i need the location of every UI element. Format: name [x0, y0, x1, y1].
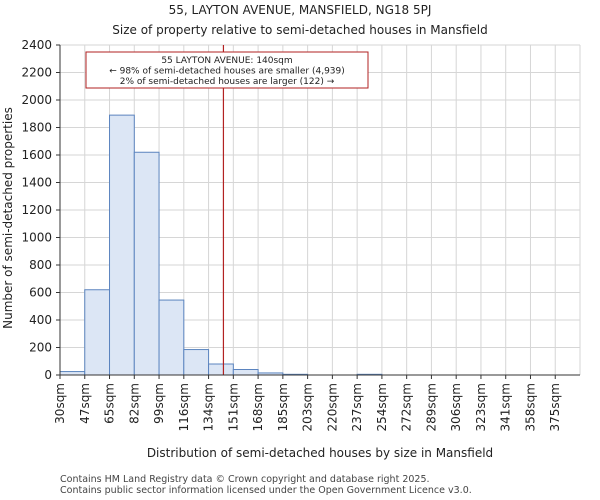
- x-tick-label: 65sqm: [103, 383, 117, 424]
- x-tick-label: 237sqm: [350, 383, 364, 431]
- annotation-line-2: ← 98% of semi-detached houses are smalle…: [109, 67, 345, 77]
- x-tick-label: 99sqm: [152, 383, 166, 424]
- annotation-border: [85, 51, 369, 89]
- bar-30sqm: [59, 371, 86, 376]
- y-tick-label: 0: [44, 368, 52, 382]
- y-tick-label: 200: [29, 341, 52, 355]
- x-tick-label: 151sqm: [226, 383, 240, 431]
- y-tick-label: 1000: [21, 231, 52, 245]
- x-tick-label: 323sqm: [474, 383, 488, 431]
- y-tick-label: 2200: [21, 66, 52, 80]
- bars: [59, 114, 383, 376]
- x-tick-label: 30sqm: [53, 383, 67, 424]
- x-tick-label: 254sqm: [375, 383, 389, 431]
- y-tick-label: 400: [29, 313, 52, 327]
- footer-line-1: Contains HM Land Registry data © Crown c…: [60, 474, 430, 485]
- y-tick-label: 2400: [21, 38, 52, 52]
- x-tick-label: 203sqm: [301, 383, 315, 431]
- bar-82sqm: [133, 151, 160, 376]
- bar-65sqm: [109, 114, 135, 376]
- x-tick-label: 358sqm: [523, 383, 537, 431]
- bar-151sqm: [232, 369, 259, 376]
- x-tick-label: 134sqm: [202, 383, 216, 431]
- y-tick-label: 2000: [21, 93, 52, 107]
- y-tick-label: 1200: [21, 203, 52, 217]
- x-ticks: 30sqm 47sqm 65sqm 82sqm 99sqm 116sqm 134sqm 151…: [53, 375, 562, 431]
- x-tick-label: 220sqm: [325, 383, 339, 431]
- y-axis-label: Number of semi-detached properties: [1, 107, 15, 329]
- chart-title: 55, LAYTON AVENUE, MANSFIELD, NG18 5PJ: [169, 3, 432, 17]
- x-tick-label: 185sqm: [276, 383, 290, 431]
- x-tick-label: 272sqm: [400, 383, 414, 431]
- y-ticks: 0 200 400 600 800 1000 1200 1400 1600 1800 2000 220…: [21, 38, 60, 382]
- annotation-line-1: 55 LAYTON AVENUE: 140sqm: [161, 56, 292, 66]
- y-tick-label: 1600: [21, 148, 52, 162]
- bar-134sqm: [208, 363, 234, 376]
- x-tick-label: 341sqm: [499, 383, 513, 431]
- bar-47sqm: [84, 289, 111, 376]
- annotation-box: 55 LAYTON AVENUE: 140sqm ← 98% of semi-d…: [85, 51, 369, 89]
- y-tick-label: 1400: [21, 176, 52, 190]
- annotation-line-3: 2% of semi-detached houses are larger (1…: [120, 77, 335, 87]
- x-tick-label: 82sqm: [127, 383, 141, 424]
- y-tick-label: 600: [29, 286, 52, 300]
- x-tick-label: 168sqm: [251, 383, 265, 431]
- chart-subtitle: Size of property relative to semi-detach…: [112, 23, 487, 37]
- bar-116sqm: [183, 349, 210, 376]
- x-tick-label: 306sqm: [449, 383, 463, 431]
- x-tick-label: 47sqm: [78, 383, 92, 424]
- x-tick-label: 375sqm: [548, 383, 562, 431]
- x-tick-label: 289sqm: [424, 383, 438, 431]
- bar-99sqm: [158, 299, 185, 376]
- x-axis-label: Distribution of semi-detached houses by …: [147, 446, 493, 460]
- y-tick-label: 1800: [21, 121, 52, 135]
- y-tick-label: 800: [29, 258, 52, 272]
- x-tick-label: 116sqm: [177, 383, 191, 431]
- footer-line-2: Contains public sector information licen…: [60, 485, 472, 496]
